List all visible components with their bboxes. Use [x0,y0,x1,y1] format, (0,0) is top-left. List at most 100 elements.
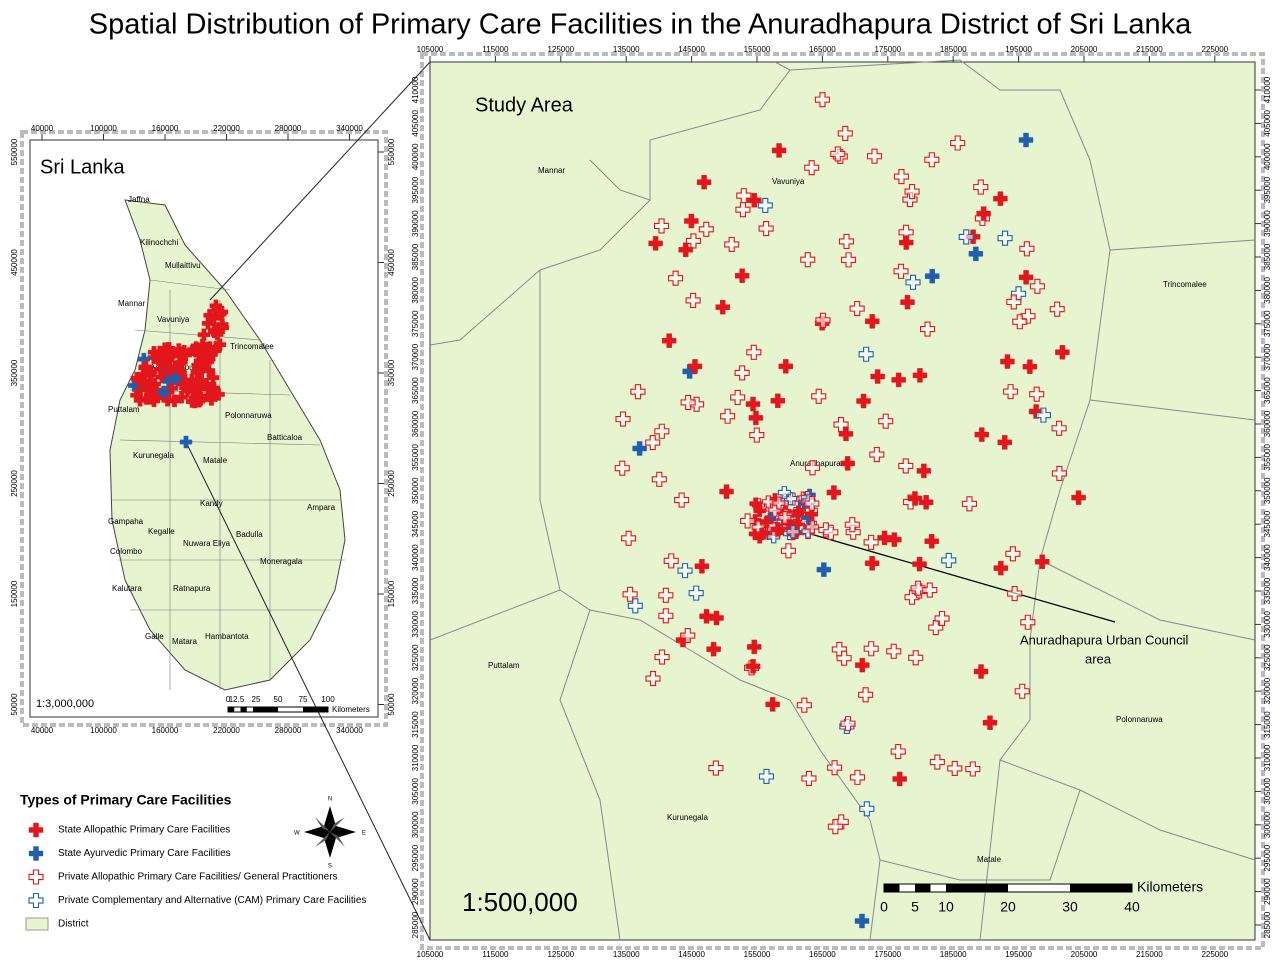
y-tick-label: 400000 [1263,143,1272,170]
facility-marker [997,230,1013,246]
facility-marker [804,496,820,512]
y-tick-label: 385000 [1263,243,1272,270]
scale-bar-label: 0 [226,695,231,704]
x-tick-label: 165000 [809,950,836,959]
scale-bar-label: 30 [1062,899,1078,915]
place-label: Kilinochchi [140,238,178,247]
place-label: Ampara [307,503,336,512]
place-label: Anuradhapura [790,459,841,468]
y-tick-label: 295000 [411,844,420,871]
x-tick-label: 185000 [940,950,967,959]
scale-bar-label: 100 [321,695,335,704]
facility-marker [1020,308,1036,324]
inset-scale: 1:3,000,000 [36,698,94,710]
x-tick-label: 115000 [482,45,509,54]
facility-marker [893,169,909,185]
facility-marker [698,221,714,237]
facility-marker [202,364,216,377]
y-tick-label: 395000 [1263,176,1272,203]
facility-marker [1005,546,1021,562]
x-tick-label: 205000 [1071,45,1098,54]
x-tick-label: 165000 [809,45,836,54]
main-district-lines [429,59,1256,941]
facility-marker [801,770,817,787]
zoom-line [184,439,431,941]
inset-border [20,130,388,727]
facility-marker [685,292,701,309]
x-tick-label: 115000 [482,950,509,959]
facility-marker [708,760,724,776]
x-tick-label: 40000 [31,124,54,133]
facility-marker [1035,407,1051,423]
facility-marker [965,761,981,777]
facility-marker [648,236,663,251]
y-tick-label: 340000 [1263,544,1272,571]
facility-marker [758,768,775,785]
y-tick-label: 550000 [387,138,396,165]
y-tick-label: 400000 [411,143,420,170]
y-tick-label: 310000 [411,744,420,771]
x-tick-label: 155000 [744,45,771,54]
scale-bar-segment [253,707,278,712]
facility-marker [815,312,831,328]
facility-marker [658,608,674,624]
facility-marker [827,819,843,835]
facility-marker [694,559,710,574]
facility-marker [745,659,761,674]
facility-marker [189,344,202,357]
facility-marker [916,463,932,479]
place-label: Mannar [118,299,145,308]
facility-marker [645,671,661,687]
facility-marker [840,252,857,268]
facility-marker [920,321,936,337]
facility-marker [196,338,209,352]
facility-marker [849,301,865,317]
x-tick-label: 175000 [874,45,901,54]
facility-marker [1019,241,1035,257]
facility-marker [179,435,193,449]
facility-marker [993,191,1008,206]
facility-marker [838,233,855,250]
facility-marker [749,497,762,510]
place-label: Vavuniya [772,177,805,186]
x-tick-label: 175000 [874,950,901,959]
place-label: Matara [172,637,197,646]
facility-marker [28,846,44,861]
compass-n: N [328,797,332,803]
compass-w: W [294,831,300,837]
scale-bar-label: 75 [299,695,308,704]
x-tick-label: 280000 [275,726,302,735]
facility-marker [924,152,940,168]
compass: N S E W [294,797,366,870]
facility-marker [765,697,780,712]
place-label: Mullaittivu [165,261,201,270]
facility-marker [663,553,679,569]
x-tick-label: 100000 [90,124,117,133]
facility-marker [197,328,211,341]
facility-marker [668,270,684,286]
facility-marker [941,552,957,568]
facility-marker [746,639,762,655]
y-tick-label: 385000 [411,243,420,270]
facility-marker [891,372,906,388]
facility-marker [877,530,892,546]
facility-marker [968,246,984,262]
facility-marker [758,221,774,237]
facility-marker [211,328,224,341]
facility-marker [778,359,793,374]
facility-marker [191,358,204,372]
facility-marker [1028,404,1044,419]
facility-marker [796,697,812,713]
facility-marker [735,202,751,218]
facility-marker [777,486,791,500]
y-tick-label: 390000 [1263,210,1272,237]
x-tick-label: 105000 [417,45,444,54]
facility-marker [216,318,229,331]
facility-marker [924,534,939,549]
scale-bar-label: 50 [274,695,283,704]
facility-marker [1051,420,1067,436]
x-tick-label: 125000 [547,45,574,54]
facility-marker [734,365,750,381]
facility-marker [28,892,44,909]
facility-marker [771,143,787,158]
